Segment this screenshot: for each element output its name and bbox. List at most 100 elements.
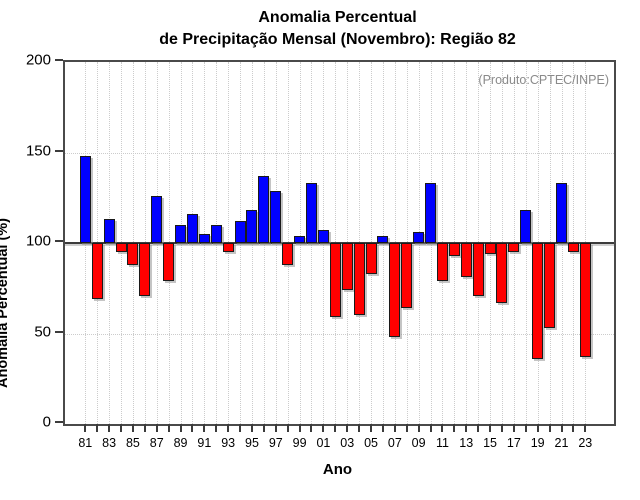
bar-01 (317, 230, 329, 243)
bar-23 (579, 243, 591, 358)
x-tick (310, 424, 313, 432)
x-tick (393, 424, 396, 432)
x-tick (584, 424, 587, 432)
bar-14 (472, 243, 484, 296)
x-tick (429, 424, 432, 432)
x-tick-label: 83 (102, 436, 117, 450)
bar-22 (567, 243, 579, 253)
x-tick (465, 424, 468, 432)
x-tick-label: 07 (387, 436, 402, 450)
x-tick (167, 424, 170, 432)
bar-12 (448, 243, 460, 256)
y-tick-label: 150 (25, 142, 51, 159)
x-tick (203, 424, 206, 432)
bar-86 (139, 243, 151, 296)
x-tick-label: 13 (459, 436, 474, 450)
bar-11 (436, 243, 448, 282)
x-tick-label: 09 (411, 436, 426, 450)
x-tick-label: 81 (78, 436, 93, 450)
bar-02 (329, 243, 341, 318)
bar-04 (353, 243, 365, 316)
x-tick (548, 424, 551, 432)
bar-91 (198, 233, 210, 243)
y-axis-label: Anomalia Percentual (%) (0, 217, 11, 389)
bar-97 (270, 190, 282, 243)
bar-98 (282, 243, 294, 265)
x-tick-label: 15 (483, 436, 498, 450)
baseline-100-line (65, 242, 614, 244)
bar-05 (365, 243, 377, 274)
x-tick-label: 99 (292, 436, 307, 450)
bar-20 (544, 243, 556, 329)
x-tick (346, 424, 349, 432)
x-tick (143, 424, 146, 432)
x-tick (572, 424, 575, 432)
x-tick (250, 424, 253, 432)
x-tick (334, 424, 337, 432)
bar-08 (401, 243, 413, 309)
x-tick (512, 424, 515, 432)
bar-94 (234, 221, 246, 243)
x-tick-label: 85 (125, 436, 140, 450)
x-tick (524, 424, 527, 432)
x-tick (381, 424, 384, 432)
x-tick (96, 424, 99, 432)
x-tick (227, 424, 230, 432)
x-tick (536, 424, 539, 432)
horizontal-gridline (65, 333, 614, 335)
x-tick-label: 89 (173, 436, 188, 450)
x-tick-label: 03 (340, 436, 355, 450)
bar-87 (151, 195, 163, 243)
y-tick (55, 330, 63, 333)
x-tick (179, 424, 182, 432)
y-tick-label: 100 (25, 232, 51, 250)
x-tick-label: 11 (435, 436, 449, 450)
bar-90 (186, 214, 198, 243)
x-tick (120, 424, 122, 432)
x-tick-label: 05 (364, 436, 378, 450)
bar-07 (389, 243, 401, 338)
x-axis-label: Ano (322, 461, 353, 478)
x-tick (477, 424, 480, 432)
x-tick-label: 91 (197, 436, 212, 450)
source-annotation: (Produto:CPTEC/INPE) (478, 73, 609, 87)
bar-13 (460, 243, 472, 278)
x-tick (441, 424, 444, 432)
y-tick (55, 59, 63, 61)
x-tick (560, 424, 563, 432)
bar-19 (532, 243, 544, 359)
x-tick (191, 424, 194, 432)
horizontal-gridline (65, 152, 614, 154)
x-tick (358, 424, 361, 432)
x-tick-label: 21 (554, 436, 569, 450)
bar-93 (222, 243, 234, 253)
bar-92 (210, 224, 222, 243)
x-tick-label: 93 (221, 436, 236, 450)
x-tick-label: 01 (316, 436, 331, 450)
chart-title-line2: de Precipitação Mensal (Novembro): Regiã… (159, 31, 516, 48)
bar-03 (341, 243, 353, 291)
x-tick (489, 424, 492, 432)
bar-21 (556, 183, 567, 243)
bar-84 (115, 243, 127, 253)
y-tick (55, 421, 63, 423)
y-tick (55, 149, 63, 152)
y-tick-label: 0 (42, 413, 51, 431)
x-tick (84, 424, 87, 432)
x-tick (131, 424, 134, 432)
bar-00 (305, 183, 317, 243)
x-tick (322, 424, 325, 432)
bar-89 (175, 224, 187, 243)
x-tick-label: 95 (245, 436, 259, 450)
bar-99 (294, 235, 306, 243)
bar-81 (79, 156, 91, 243)
x-tick (417, 424, 420, 432)
bar-82 (91, 243, 103, 300)
x-tick (155, 424, 158, 432)
bar-09 (413, 232, 425, 243)
bar-06 (377, 235, 389, 243)
bar-83 (103, 219, 115, 243)
bar-17 (508, 243, 520, 253)
x-tick (500, 424, 503, 432)
